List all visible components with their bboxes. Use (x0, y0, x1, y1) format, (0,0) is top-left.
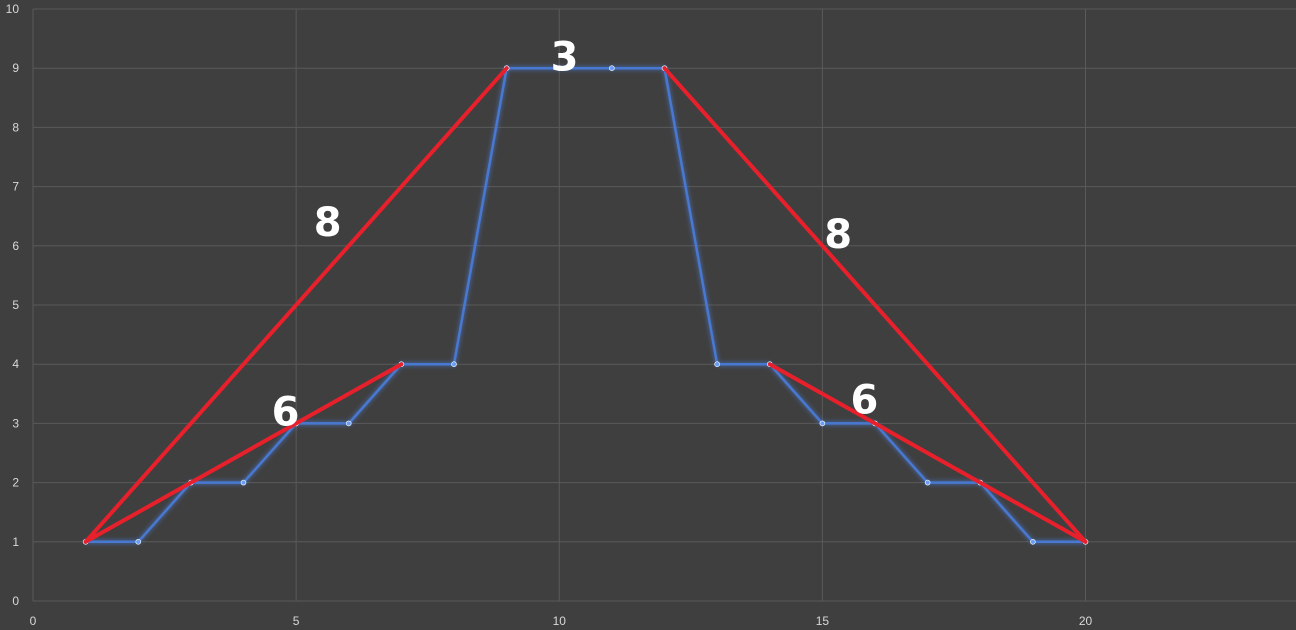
y-tick-label: 10 (6, 2, 20, 16)
x-tick-label: 10 (553, 614, 567, 628)
data-point (556, 65, 563, 71)
y-tick-label: 0 (12, 594, 19, 608)
y-tick-label: 3 (12, 416, 19, 430)
overlay-line-2 (662, 66, 1088, 544)
y-tick-label: 4 (12, 357, 19, 371)
annotation-label-2: 3 (551, 34, 579, 80)
data-point (451, 361, 457, 368)
data-point (345, 420, 352, 427)
annotation-label-1: 6 (272, 390, 300, 436)
y-tick-label: 5 (12, 298, 19, 312)
data-point (609, 65, 615, 71)
y-tick-label: 2 (12, 476, 19, 490)
y-tick-label: 6 (12, 239, 19, 253)
data-point (240, 479, 247, 486)
overlay-line-3 (767, 362, 1088, 544)
annotation-label-4: 6 (851, 378, 879, 424)
x-tick-label: 0 (30, 614, 37, 628)
axis-tick-labels: 0 1 2 3 4 5 6 7 8 9 10 0 5 10 15 20 (6, 2, 1093, 628)
x-tick-label: 5 (293, 614, 300, 628)
y-tick-label: 9 (12, 61, 19, 75)
data-point (924, 479, 931, 486)
annotation-label-3: 8 (824, 212, 852, 258)
overlay-line-1 (83, 362, 404, 544)
annotations: 8 6 3 8 6 (272, 34, 879, 435)
series-line-0 (85, 66, 1086, 544)
data-point (135, 538, 142, 545)
data-point (714, 361, 720, 368)
grid (32, 8, 1296, 602)
overlay-lines (83, 66, 1088, 544)
x-tick-label: 15 (816, 614, 830, 628)
y-tick-label: 8 (12, 120, 19, 134)
y-tick-label: 7 (12, 180, 19, 194)
data-point (819, 420, 826, 427)
overlay-line-0 (83, 66, 509, 544)
data-point (1030, 538, 1036, 545)
y-tick-label: 1 (12, 535, 19, 549)
x-tick-label: 20 (1079, 614, 1093, 628)
annotation-label-0: 8 (314, 200, 342, 246)
